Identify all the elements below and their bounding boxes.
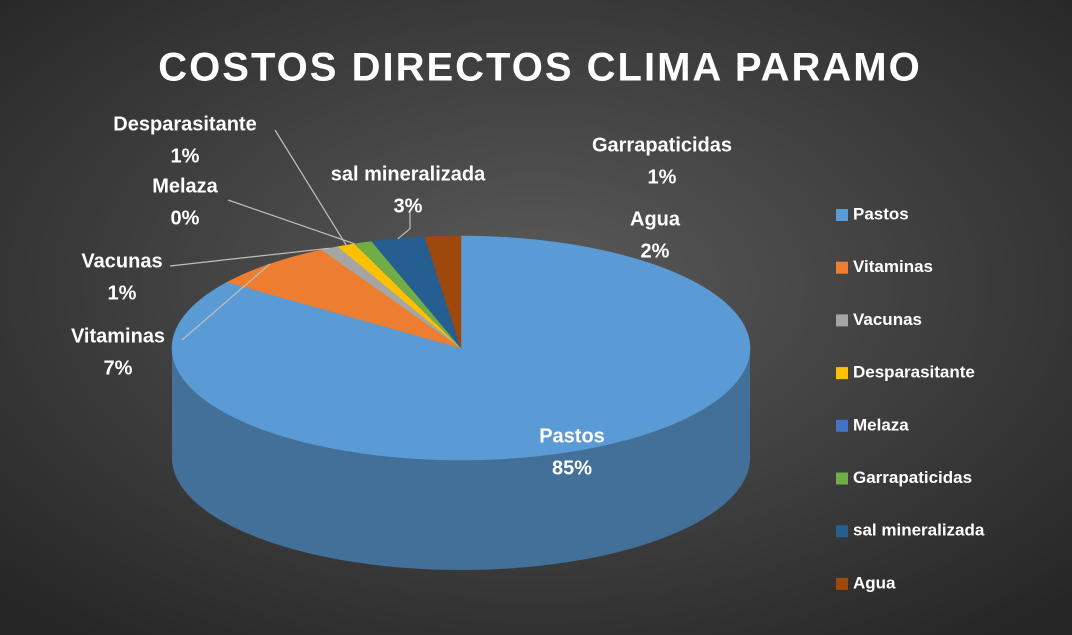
leader-line — [169, 247, 330, 267]
data-label-name: Garrapaticidas — [592, 134, 732, 156]
legend-label: sal mineralizada — [853, 521, 985, 540]
data-label-value: 7% — [104, 357, 133, 379]
data-label-name: Vacunas — [81, 250, 162, 272]
data-label-name: Agua — [630, 208, 681, 230]
legend-swatch — [836, 209, 848, 221]
slice-side — [172, 348, 750, 570]
data-label-value: 2% — [641, 240, 670, 262]
data-label-name: Vitaminas — [71, 325, 165, 347]
data-label-name: Desparasitante — [113, 113, 256, 135]
data-label-value: 0% — [171, 207, 200, 229]
data-label-name: sal mineralizada — [331, 163, 486, 185]
data-label-value: 1% — [171, 145, 200, 167]
legend-swatch — [836, 577, 848, 590]
leader-line — [274, 129, 347, 246]
data-label-name: Pastos — [539, 425, 605, 447]
data-label-value: 1% — [108, 282, 137, 304]
legend-label: Vitaminas — [853, 257, 933, 276]
legend-label: Vacunas — [853, 310, 922, 329]
legend-swatch — [836, 367, 848, 380]
legend-label: Garrapaticidas — [853, 468, 972, 487]
legend-label: Desparasitante — [853, 363, 975, 382]
data-label-value: 85% — [552, 457, 592, 479]
data-label-value: 1% — [648, 166, 677, 188]
legend-label: Melaza — [853, 415, 909, 434]
legend-label: Pastos — [853, 204, 909, 223]
leader-line — [397, 210, 411, 240]
leader-line — [227, 199, 355, 245]
legend-swatch — [836, 261, 848, 274]
legend-swatch — [836, 314, 848, 327]
legend-label: Agua — [853, 573, 896, 592]
legend-swatch — [836, 472, 848, 485]
data-label-value: 3% — [394, 195, 423, 217]
chart-title: COSTOS DIRECTOS CLIMA PARAMO — [158, 46, 921, 90]
legend-swatch — [836, 525, 848, 538]
slice — [424, 235, 462, 349]
data-label-name: Melaza — [152, 175, 218, 197]
legend-swatch — [836, 419, 848, 432]
leader-line — [181, 263, 271, 341]
